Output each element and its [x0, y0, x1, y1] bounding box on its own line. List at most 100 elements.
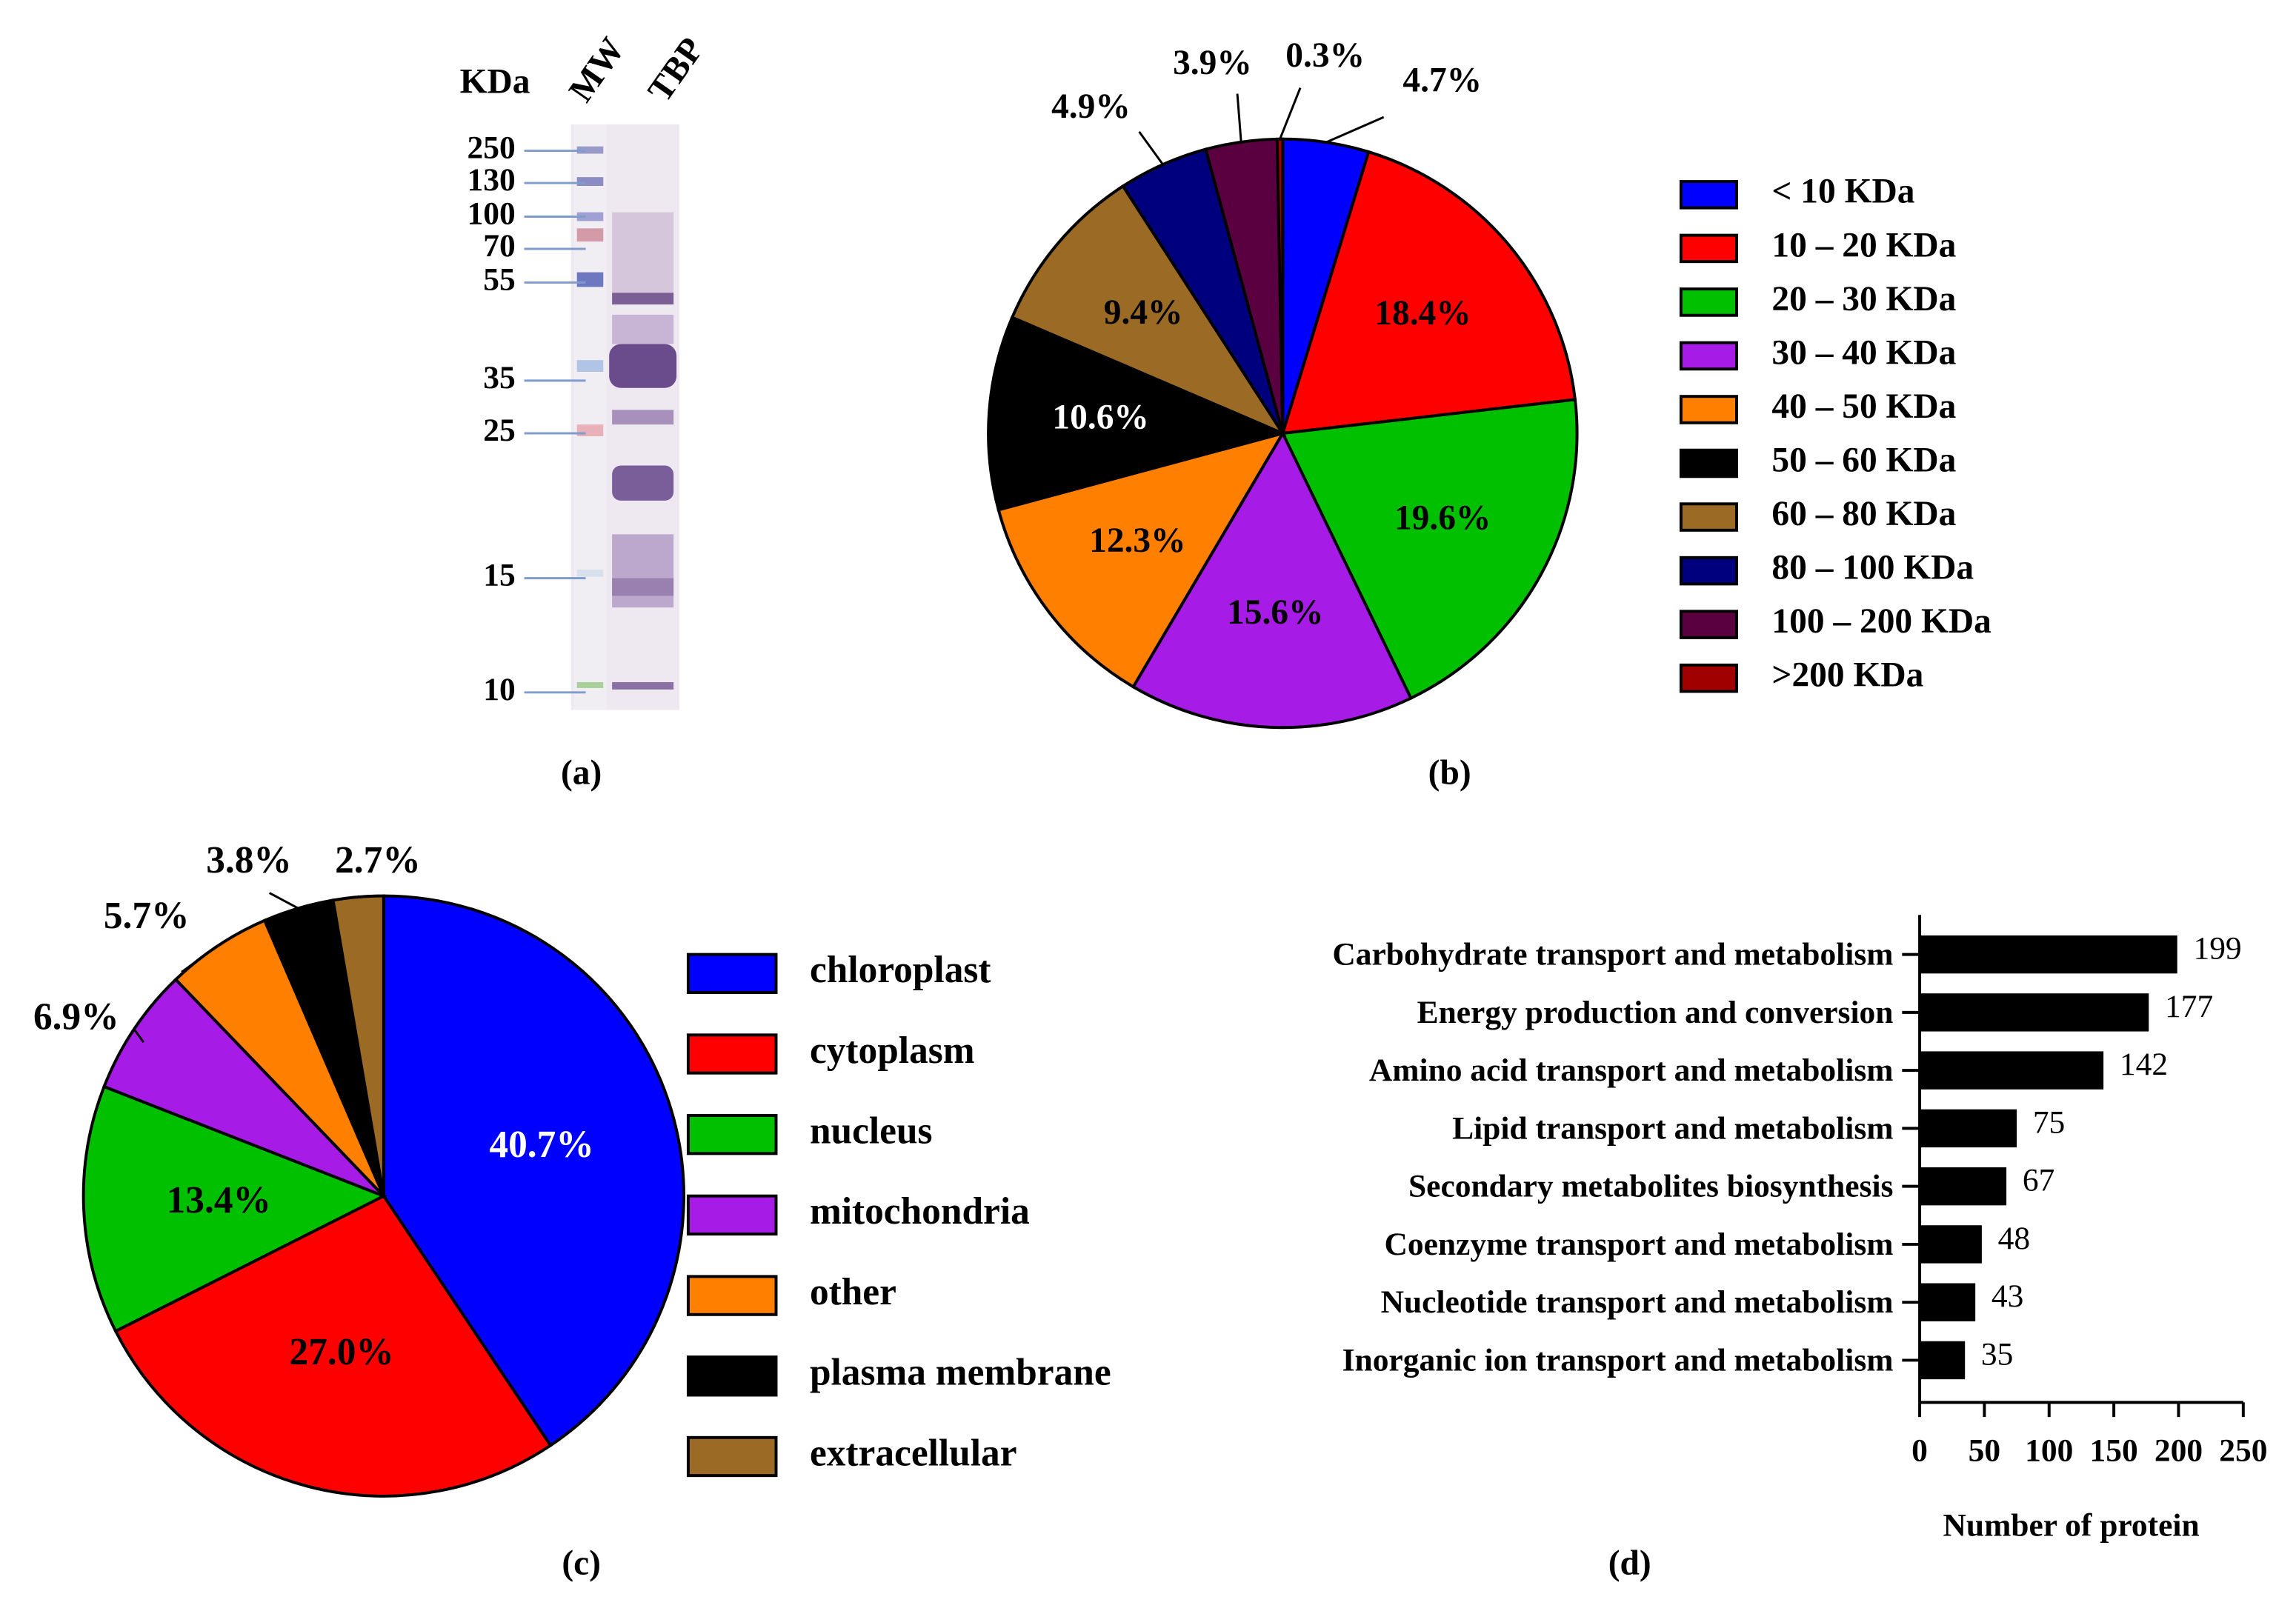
- legend-swatch: [1679, 448, 1738, 478]
- gel-band: [612, 212, 674, 301]
- gel-band: [612, 293, 674, 305]
- legend-swatch: [686, 1275, 778, 1316]
- y-tick-label: Coenzyme transport and metabolism: [1384, 1227, 1893, 1262]
- gel-band: [576, 569, 604, 577]
- leader-line: [1138, 131, 1164, 166]
- legend-swatch: [686, 1114, 778, 1155]
- data-label: 3.8%: [206, 839, 292, 881]
- y-tick-label: Nucleotide transport and metabolism: [1381, 1284, 1894, 1320]
- y-tick-label: Inorganic ion transport and metabolism: [1342, 1342, 1894, 1378]
- gel-band: [612, 578, 674, 596]
- legend-label: nucleus: [810, 1110, 933, 1152]
- gel-band: [612, 465, 674, 501]
- data-label: 27.0%: [290, 1331, 394, 1373]
- marker-label: 100: [467, 196, 516, 231]
- gel-lane: [573, 124, 607, 710]
- marker-label: 25: [483, 413, 515, 448]
- pie-slice: [996, 430, 1286, 689]
- x-tick-label: 150: [2090, 1433, 2138, 1469]
- panel-label: (d): [1608, 1544, 1651, 1583]
- marker-label: 15: [483, 558, 515, 593]
- panel-label: (c): [562, 1544, 601, 1583]
- legend-swatch: [686, 1435, 778, 1478]
- data-label: 75: [2033, 1104, 2065, 1140]
- panel-label: (b): [1428, 753, 1471, 792]
- gel-band: [612, 314, 674, 344]
- lane-label: MW: [562, 31, 632, 109]
- legend-label: plasma membrane: [810, 1352, 1111, 1394]
- y-tick-label: Amino acid transport and metabolism: [1369, 1053, 1894, 1088]
- data-label: 18.4%: [1374, 294, 1471, 333]
- legend-label: 100 – 200 KDa: [1771, 602, 1991, 641]
- leader-line: [356, 895, 359, 898]
- bar: [1920, 1051, 2104, 1090]
- bar: [1920, 1283, 1976, 1321]
- pie-slice: [987, 315, 1288, 512]
- leader-line: [181, 945, 219, 973]
- pie-slice: [1275, 137, 1285, 434]
- legend-label: >200 KDa: [1771, 656, 1923, 695]
- pie-slice: [1131, 430, 1413, 730]
- data-label: 67: [2023, 1163, 2054, 1198]
- data-label: 6.9%: [33, 995, 119, 1038]
- gel-band: [576, 360, 604, 372]
- y-tick-label: Lipid transport and metabolism: [1452, 1110, 1893, 1146]
- data-label: 5.7%: [104, 895, 190, 937]
- legend-label: mitochondria: [810, 1190, 1030, 1233]
- legend-swatch: [1679, 233, 1738, 264]
- gel-band: [612, 534, 674, 608]
- bar: [1920, 1225, 1982, 1264]
- legend-swatch: [686, 1355, 778, 1397]
- legend-swatch: [1679, 502, 1738, 532]
- gel-band: [576, 228, 604, 242]
- legend-label: chloroplast: [810, 949, 991, 991]
- bar: [1920, 935, 2177, 974]
- data-label: 142: [2120, 1047, 2168, 1082]
- y-tick-label: Energy production and conversion: [1417, 995, 1894, 1030]
- lane-label: TBP: [641, 31, 711, 109]
- legend-label: 40 – 50 KDa: [1771, 387, 1956, 426]
- legend-swatch: [1679, 341, 1738, 371]
- legend-label: 20 – 30 KDa: [1771, 280, 1956, 318]
- gel-band: [576, 681, 604, 688]
- data-label: 35: [1981, 1336, 2013, 1372]
- marker-label: 250: [467, 130, 516, 166]
- x-tick-label: 250: [2219, 1433, 2267, 1469]
- gel-band: [576, 177, 604, 186]
- legend-label: 50 – 60 KDa: [1771, 441, 1956, 479]
- data-label: 40.7%: [489, 1124, 593, 1166]
- bar: [1920, 1341, 1966, 1380]
- legend-swatch: [1679, 287, 1738, 317]
- pie-slice: [1280, 398, 1579, 701]
- data-label: 13.4%: [167, 1179, 271, 1221]
- x-tick-label: 200: [2154, 1433, 2203, 1469]
- legend-label: 30 – 40 KDa: [1771, 333, 1956, 372]
- marker-label: 55: [483, 261, 515, 297]
- data-label: 2.7%: [335, 839, 421, 881]
- bar: [1920, 993, 2149, 1032]
- pie-slice: [113, 1194, 553, 1498]
- y-tick-label: Secondary metabolites biosynthesis: [1408, 1169, 1893, 1204]
- data-label: 48: [1998, 1221, 2030, 1256]
- data-label: 199: [2193, 931, 2241, 967]
- leader-line: [1279, 87, 1302, 140]
- legend-swatch: [686, 1033, 778, 1075]
- pie-slice: [1280, 150, 1577, 436]
- data-label: 3.9%: [1173, 44, 1252, 82]
- bar: [1920, 1109, 2017, 1148]
- legend-swatch: [686, 1194, 778, 1236]
- data-label: 4.9%: [1051, 87, 1131, 126]
- data-label: 43: [1991, 1278, 2023, 1314]
- gel-band: [576, 424, 604, 436]
- legend-label: < 10 KDa: [1771, 173, 1914, 211]
- pie-slice: [1010, 184, 1287, 437]
- x-tick-label: 50: [1969, 1433, 2000, 1469]
- legend-label: 60 – 80 KDa: [1771, 495, 1956, 533]
- unit-label: KDa: [460, 63, 530, 101]
- gel-band: [609, 344, 677, 388]
- marker-label: 130: [467, 162, 516, 198]
- data-label: 9.4%: [1104, 293, 1183, 332]
- marker-label: 70: [483, 228, 515, 264]
